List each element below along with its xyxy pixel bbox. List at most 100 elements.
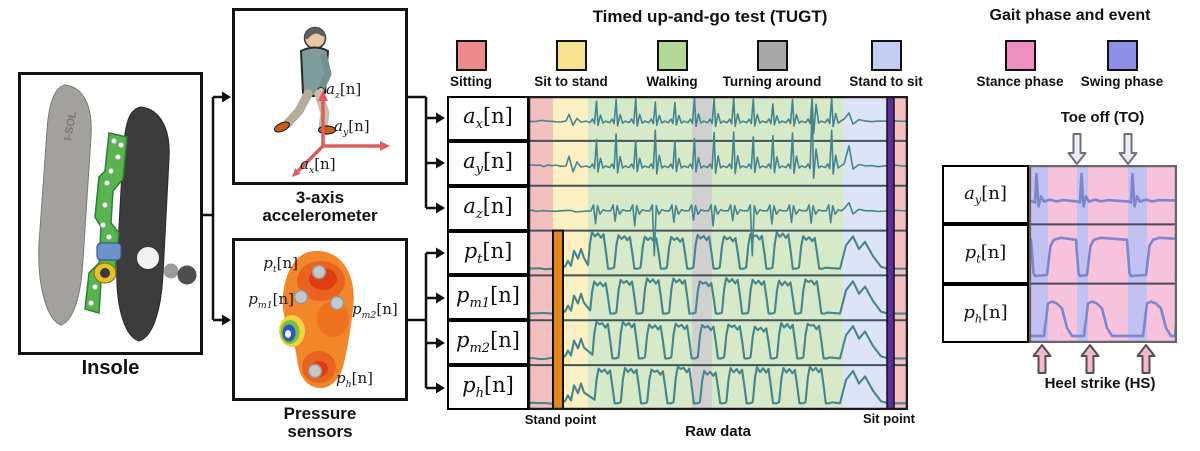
label-sub: y <box>974 193 982 207</box>
insole-hole <box>137 247 159 269</box>
insole-panel: I-SOL <box>18 72 203 355</box>
label-base: a <box>334 117 343 135</box>
label-sub: h <box>974 312 983 326</box>
toe-off-arrow <box>1118 133 1138 165</box>
gait-band <box>1032 165 1048 343</box>
gait-phase-plot <box>1029 165 1177 343</box>
accelerometer-caption-line2: accelerometer <box>262 206 378 225</box>
label-bracket: [n] <box>982 301 1008 323</box>
heel-strike-arrow <box>1136 344 1156 374</box>
signal-label-pm2: pm2[n] <box>447 320 529 365</box>
pressure-caption-line2: sensors <box>287 422 353 441</box>
label-base: p <box>456 328 470 353</box>
gait-trace-p-h <box>1029 300 1177 338</box>
signal-label-pm1: pm1[n] <box>447 275 529 320</box>
signal-label-ax: ax[n] <box>447 96 529 141</box>
pressure-caption-line1: Pressure <box>283 404 357 423</box>
label-sub: x <box>475 117 483 133</box>
label-bracket: [n] <box>348 117 370 135</box>
signal-label-az: az[n] <box>447 186 529 231</box>
label-bracket: [n] <box>276 254 298 272</box>
label-sub: m1 <box>469 296 491 312</box>
phase-band <box>894 96 908 410</box>
signal-label-pm2-text: pm2[n] <box>456 328 520 356</box>
label-bracket: [n] <box>483 373 514 398</box>
phase-band <box>588 96 692 410</box>
insole-brand-text: I-SOL <box>62 110 79 141</box>
gait-label-ph-text: ph[n] <box>963 302 1007 326</box>
axis-label-az-text: az[n] <box>326 80 361 101</box>
label-sub: h <box>475 386 484 402</box>
gait-band <box>1128 165 1147 343</box>
sit-point-bar <box>886 96 895 410</box>
stand-point-label: Stand point <box>524 412 597 427</box>
axis-label-az: az[n] <box>326 80 361 101</box>
gait-band <box>1048 165 1077 343</box>
stand-point-bar <box>552 229 564 410</box>
signal-label-ay: ay[n] <box>447 141 529 186</box>
battery-disc-large <box>177 265 197 285</box>
signal-trace-p-m2 <box>528 320 908 361</box>
label-base: p <box>456 283 470 308</box>
label-bracket: [n] <box>376 300 398 318</box>
sensor-label-ph: ph[n] <box>336 369 373 390</box>
phase-band <box>712 96 843 410</box>
legend-swatch-stance-phase <box>1004 40 1036 71</box>
label-base: p <box>963 301 975 323</box>
label-bracket: [n] <box>980 242 1007 264</box>
phase-band <box>528 96 553 410</box>
label-base: p <box>462 373 476 398</box>
flow-arrow <box>436 292 445 304</box>
legend-label-walking: Walking <box>646 74 698 89</box>
signal-trace-a-x <box>528 97 908 135</box>
signal-label-ax-text: ax[n] <box>463 104 513 132</box>
legend-swatch-walking <box>656 40 688 71</box>
insole-illustration: I-SOL <box>38 84 197 342</box>
sensor-label-pt: pt[n] <box>250 254 298 275</box>
tugt-title: Timed up-and-go test (TUGT) <box>592 7 828 26</box>
label-base: a <box>300 155 309 173</box>
gait-band <box>1088 165 1128 343</box>
legend-item-sit-to-stand: Sit to stand <box>511 40 631 89</box>
legend-label-stand-to-sit: Stand to sit <box>849 74 923 89</box>
gait-band <box>1077 165 1088 343</box>
signal-label-pt: pt[n] <box>447 231 529 275</box>
flow-arrow <box>436 157 445 169</box>
label-base: p <box>263 254 273 272</box>
signal-trace-a-z <box>528 202 908 257</box>
label-bracket: [n] <box>482 194 513 219</box>
label-bracket: [n] <box>981 182 1007 204</box>
gait-label-ph: ph[n] <box>942 284 1029 343</box>
signal-trace-a-y <box>528 109 908 180</box>
flow-arrow <box>222 91 231 103</box>
label-bracket: [n] <box>314 155 336 173</box>
toe-off-label: Toe off (TO) <box>1060 109 1145 126</box>
signal-label-pm1-text: pm1[n] <box>456 283 520 311</box>
label-bracket: [n] <box>490 328 520 353</box>
legend-label-sit-to-stand: Sit to stand <box>534 74 608 89</box>
gait-label-pt: pt[n] <box>942 224 1029 284</box>
label-sub: m2 <box>361 310 377 321</box>
heel-strike-arrow <box>1080 344 1100 374</box>
legend-label-swing-phase: Swing phase <box>1080 74 1164 89</box>
legend-item-sitting: Sitting <box>411 40 531 89</box>
signal-label-az-text: az[n] <box>463 194 512 222</box>
legend-item-walking: Walking <box>612 40 732 89</box>
person-front-shoe <box>317 125 337 135</box>
person-back-shoe <box>273 121 291 133</box>
label-bracket: [n] <box>482 238 513 263</box>
axis-label-ax-text: ax[n] <box>300 155 336 176</box>
signal-trace-p-t <box>528 231 908 271</box>
sit-point-label: Sit point <box>863 411 915 426</box>
label-base: p <box>463 238 478 263</box>
legend-swatch-sit-to-stand <box>555 40 587 71</box>
toe-off-arrow <box>1067 133 1087 165</box>
label-bracket: [n] <box>351 369 373 387</box>
insole-top-layer <box>38 84 92 326</box>
heel-strike-arrow <box>1032 344 1052 374</box>
label-sub: z <box>334 90 340 101</box>
legend-swatch-stand-to-sit <box>870 40 902 71</box>
insole-caption: Insole <box>81 357 140 379</box>
label-base: a <box>326 80 335 98</box>
